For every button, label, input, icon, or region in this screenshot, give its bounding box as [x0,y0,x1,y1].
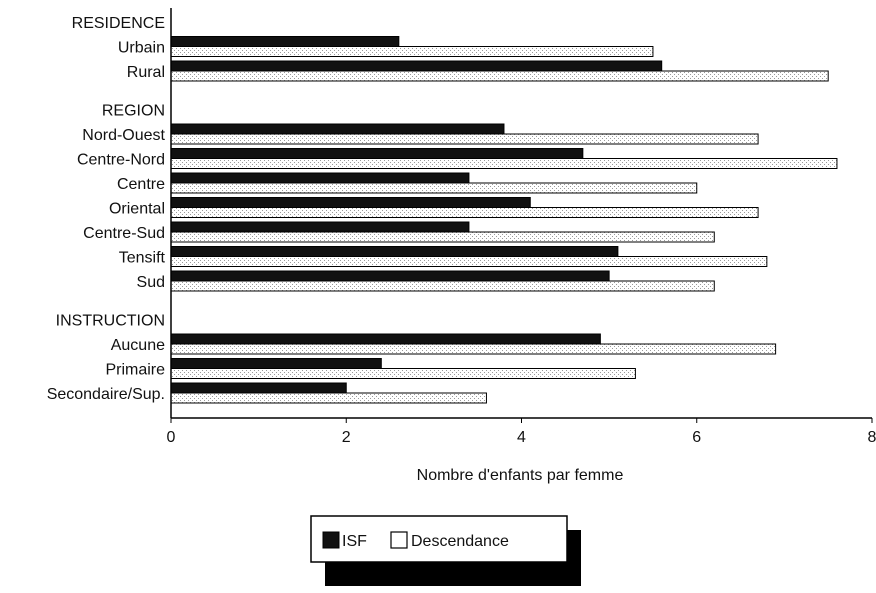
bar-isf-oriental [170,197,531,208]
bar-descendance-centre [170,182,698,194]
legend: ISF Descendance [310,515,581,586]
category-label: Primaire [105,362,165,379]
legend-swatch-descendance [390,531,408,549]
category-label: Nord-Ouest [82,127,165,144]
x-tick-label: 2 [342,429,351,446]
bar-isf-rural [170,60,663,72]
category-label: Urbain [118,40,165,57]
axes-layer: 0 2 4 6 8 [167,8,876,446]
group-heading: INSTRUCTION [56,313,165,330]
bar-descendance-primaire [170,368,636,379]
category-label: Aucune [111,337,165,354]
legend-box [310,515,568,563]
category-label: Centre-Sud [83,225,165,242]
bar-descendance-rural [170,70,829,82]
x-tick-label: 8 [868,429,876,446]
bar-descendance-sud [170,280,715,292]
bar-isf-centre [170,172,470,184]
category-label: Tensift [119,250,166,267]
bar-isf-nord-ouest [170,123,505,135]
x-tick-label: 0 [167,429,176,446]
category-label: Rural [127,64,165,81]
bar-isf-tensift [170,246,619,257]
bar-isf-urbain [170,36,400,47]
legend-label-descendance: Descendance [411,533,509,550]
bar-descendance-nord-ouest [170,133,759,145]
bar-descendance-aucune [170,343,777,355]
group-heading: RESIDENCE [72,15,165,32]
bar-isf-secondaire-sup- [170,382,347,394]
legend-swatch-isf [322,531,340,549]
labels-layer: RESIDENCE Urbain Rural REGION Nord-Ouest Cent… [47,15,166,403]
bar-isf-sud [170,270,610,282]
bars-layer [170,36,838,404]
category-label: Secondaire/Sup. [47,386,165,403]
bar-descendance-centre-nord [170,158,838,169]
category-label: Centre-Nord [77,152,165,169]
category-label: Oriental [109,201,165,218]
bar-isf-centre-sud [170,221,470,233]
category-label: Centre [117,176,165,193]
bar-descendance-tensift [170,256,768,267]
bar-descendance-oriental [170,207,759,218]
x-tick-label: 4 [517,429,526,446]
bar-descendance-secondaire-sup- [170,392,487,404]
group-heading: REGION [102,103,165,120]
legend-label-isf: ISF [342,533,367,550]
bar-descendance-urbain [170,46,654,57]
bar-isf-centre-nord [170,148,584,159]
bar-isf-primaire [170,358,382,369]
bar-descendance-centre-sud [170,231,715,243]
x-tick-label: 6 [692,429,701,446]
x-axis-title: Nombre d'enfants par femme [417,467,624,484]
category-label: Sud [137,274,165,291]
bar-isf-aucune [170,333,601,345]
